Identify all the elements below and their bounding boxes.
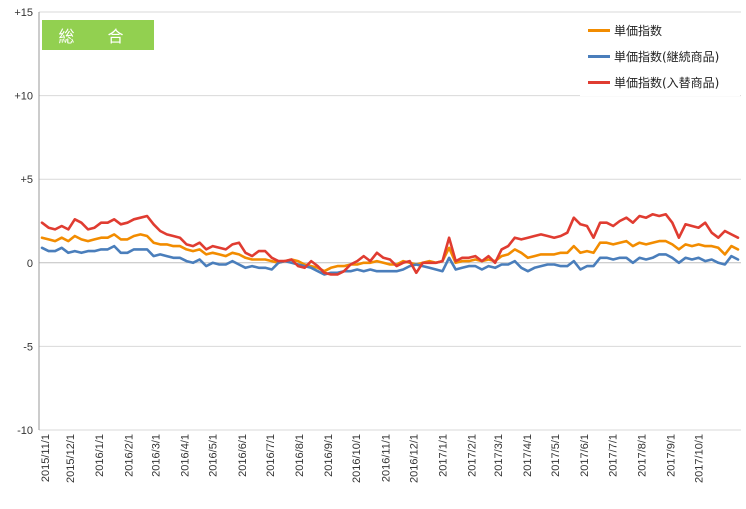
legend-label-2: 単価指数(継続商品) bbox=[614, 50, 720, 64]
x-tick-label: 2017/10/1 bbox=[694, 434, 706, 483]
legend: 単価指数 単価指数(継続商品) 単価指数(入替商品) bbox=[580, 16, 740, 96]
x-tick-label: 2016/7/1 bbox=[265, 434, 277, 477]
x-tick-labels: 2015/11/1 2015/12/1 2016/1/1 2016/2/1 2016/3… bbox=[40, 434, 706, 483]
series-lines bbox=[40, 213, 740, 276]
y-tick-label: +10 bbox=[14, 91, 33, 103]
series-line-3 bbox=[40, 213, 740, 276]
series-line-1 bbox=[40, 233, 740, 273]
gridlines bbox=[39, 11, 741, 431]
x-tick-label: 2016/1/1 bbox=[94, 434, 106, 477]
x-tick-label: 2017/6/1 bbox=[579, 434, 591, 477]
y-tick-label: 0 bbox=[27, 258, 33, 270]
legend-item-2: 単価指数(継続商品) bbox=[588, 48, 719, 65]
x-tick-label: 2017/1/1 bbox=[438, 434, 450, 477]
legend-item-1: 単価指数 bbox=[588, 22, 662, 39]
x-tick-label: 2016/9/1 bbox=[323, 434, 335, 477]
x-tick-label: 2017/9/1 bbox=[665, 434, 677, 477]
x-tick-label: 2016/8/1 bbox=[294, 434, 306, 477]
legend-label-1: 単価指数 bbox=[614, 24, 663, 38]
x-tick-label: 2017/2/1 bbox=[467, 434, 479, 477]
x-tick-label: 2016/5/1 bbox=[208, 434, 220, 477]
x-tick-label: 2017/4/1 bbox=[522, 434, 534, 477]
legend-item-3: 単価指数(入替商品) bbox=[588, 74, 719, 91]
x-tick-label: 2016/10/1 bbox=[351, 434, 363, 483]
x-tick-label: 2017/3/1 bbox=[493, 434, 505, 477]
legend-swatch-2 bbox=[588, 55, 610, 58]
y-tick-label: -10 bbox=[17, 425, 33, 437]
y-tick-label: +5 bbox=[20, 174, 33, 186]
x-tick-label: 2016/6/1 bbox=[237, 434, 249, 477]
x-tick-label: 2016/3/1 bbox=[150, 434, 162, 477]
x-tick-label: 2015/11/1 bbox=[40, 434, 52, 482]
y-tick-label: +15 bbox=[14, 7, 33, 19]
x-tick-label: 2017/5/1 bbox=[550, 434, 562, 477]
legend-swatch-1 bbox=[588, 29, 610, 32]
chart-badge: 総 合 bbox=[42, 20, 154, 50]
x-tick-label: 2017/7/1 bbox=[607, 434, 619, 477]
x-tick-label: 2015/12/1 bbox=[65, 434, 77, 483]
y-tick-label: -5 bbox=[23, 341, 33, 353]
x-tick-label: 2016/2/1 bbox=[123, 434, 135, 477]
y-tick-labels: +15 +10 +5 0 -5 -10 bbox=[14, 7, 33, 437]
legend-swatch-3 bbox=[588, 81, 610, 84]
x-tick-label: 2016/4/1 bbox=[180, 434, 192, 477]
x-tick-label: 2017/8/1 bbox=[636, 434, 648, 477]
x-tick-label: 2016/12/1 bbox=[408, 434, 420, 483]
legend-label-3: 単価指数(入替商品) bbox=[614, 76, 720, 90]
series-line-2 bbox=[40, 244, 740, 276]
x-tick-label: 2016/11/1 bbox=[380, 434, 392, 482]
